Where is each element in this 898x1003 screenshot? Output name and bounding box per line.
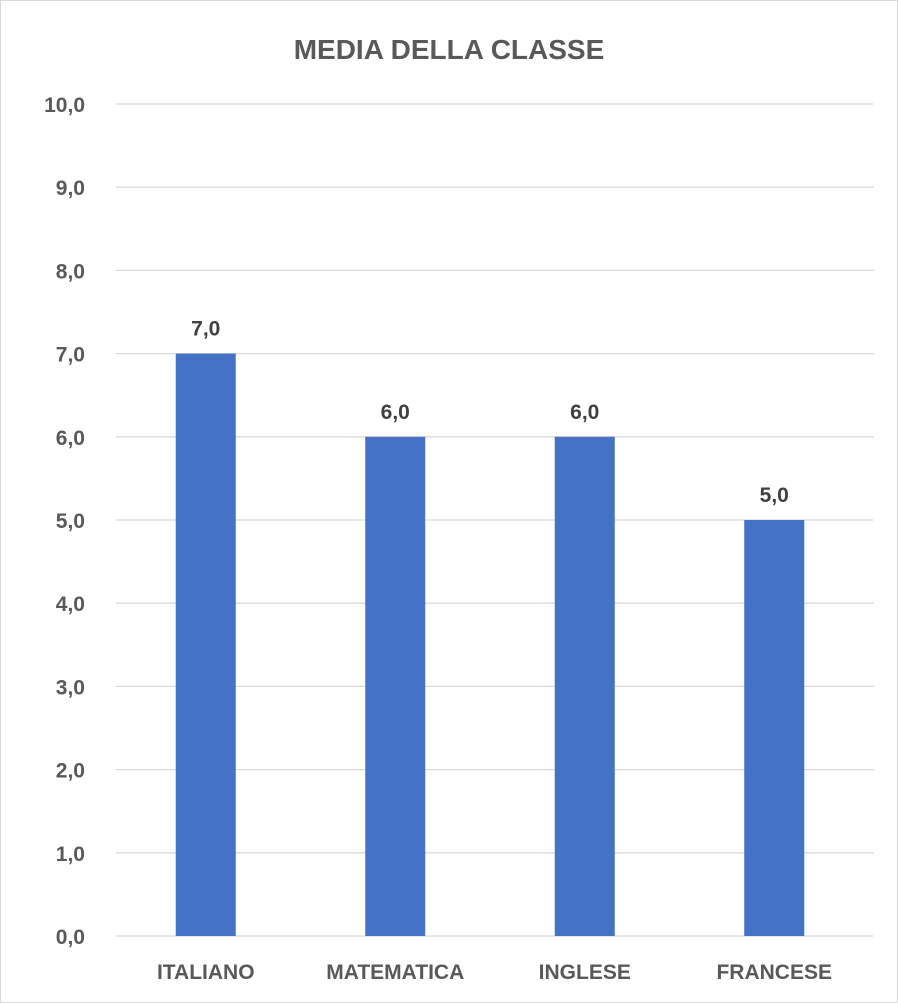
gridlines <box>116 103 874 937</box>
y-tick-label: 8,0 <box>56 260 85 283</box>
y-tick-label: 7,0 <box>56 344 85 367</box>
x-category-label: ITALIANO <box>157 961 255 984</box>
y-tick-label: 10,0 <box>44 94 85 117</box>
data-label: 7,0 <box>191 318 220 341</box>
bar-francese <box>744 520 805 936</box>
data-label: 5,0 <box>760 484 789 507</box>
y-axis-ticks: 0,0 1,0 2,0 3,0 4,0 5,0 6,0 7,0 8,0 9,0 10,0 <box>44 94 85 949</box>
y-tick-label: 9,0 <box>56 177 85 200</box>
x-category-label: FRANCESE <box>716 961 832 984</box>
y-tick-label: 6,0 <box>56 427 85 450</box>
y-tick-label: 5,0 <box>56 510 85 533</box>
bar-italiano <box>175 353 236 937</box>
y-tick-label: 1,0 <box>56 843 85 866</box>
y-tick-label: 3,0 <box>56 676 85 699</box>
y-tick-label: 0,0 <box>56 926 85 949</box>
data-label: 6,0 <box>570 401 599 424</box>
x-category-label: INGLESE <box>539 961 631 984</box>
y-tick-label: 2,0 <box>56 760 85 783</box>
x-category-label: MATEMATICA <box>326 961 464 984</box>
chart-title: MEDIA DELLA CLASSE <box>294 34 605 65</box>
x-axis-categories: ITALIANO MATEMATICA INGLESE FRANCESE <box>157 961 832 984</box>
y-tick-label: 4,0 <box>56 593 85 616</box>
bar-matematica <box>365 436 426 936</box>
bar-inglese <box>554 436 615 936</box>
data-label: 6,0 <box>381 401 410 424</box>
bars <box>175 353 805 937</box>
data-labels: 7,0 6,0 6,0 5,0 <box>191 318 789 507</box>
